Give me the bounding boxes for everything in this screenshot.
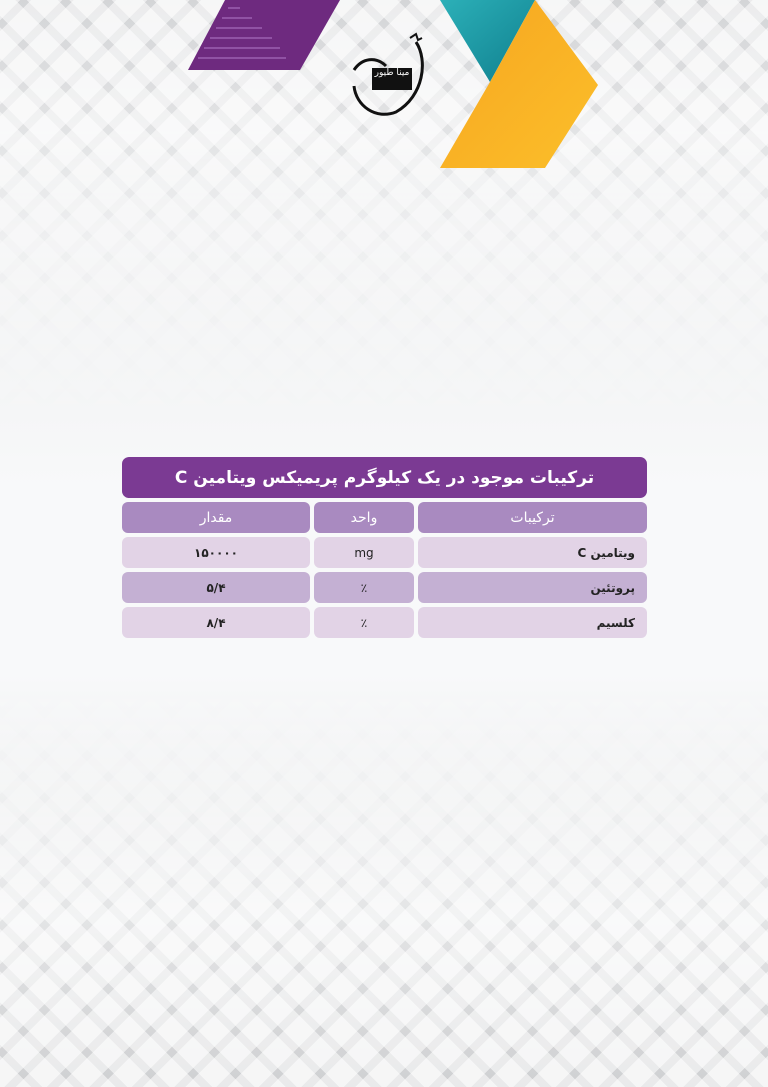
header-unit: واحد	[314, 502, 414, 533]
header-amount: مقدار	[122, 502, 310, 533]
decorative-shapes	[188, 0, 598, 168]
cell-composition: کلسیم	[418, 607, 647, 638]
composition-table: ترکیبات موجود در یک کیلوگرم پریمیکس ویتا…	[122, 457, 647, 638]
rooster-logo-icon	[352, 32, 424, 116]
cell-composition: پروتئین	[418, 572, 647, 603]
table-title: ترکیبات موجود در یک کیلوگرم پریمیکس ویتا…	[122, 457, 647, 498]
orange-shape	[440, 0, 598, 168]
logo-text: مینا طیور	[372, 68, 412, 90]
cell-unit: ٪	[314, 572, 414, 603]
header-composition: ترکیبات	[418, 502, 647, 533]
table-row: ویتامین C mg ۱۵۰۰۰۰	[122, 537, 647, 568]
purple-shape	[188, 0, 340, 70]
cell-unit: mg	[314, 537, 414, 568]
cell-composition: ویتامین C	[418, 537, 647, 568]
cell-amount: ۱۵۰۰۰۰	[122, 537, 310, 568]
table-row: کلسیم ٪ ۸/۴	[122, 607, 647, 638]
cell-amount: ۵/۴	[122, 572, 310, 603]
diamond-pattern-bottom	[0, 667, 768, 1087]
cell-unit: ٪	[314, 607, 414, 638]
cell-amount: ۸/۴	[122, 607, 310, 638]
table-header-row: ترکیبات واحد مقدار	[122, 502, 647, 533]
table-row: پروتئین ٪ ۵/۴	[122, 572, 647, 603]
teal-shape	[440, 0, 535, 82]
